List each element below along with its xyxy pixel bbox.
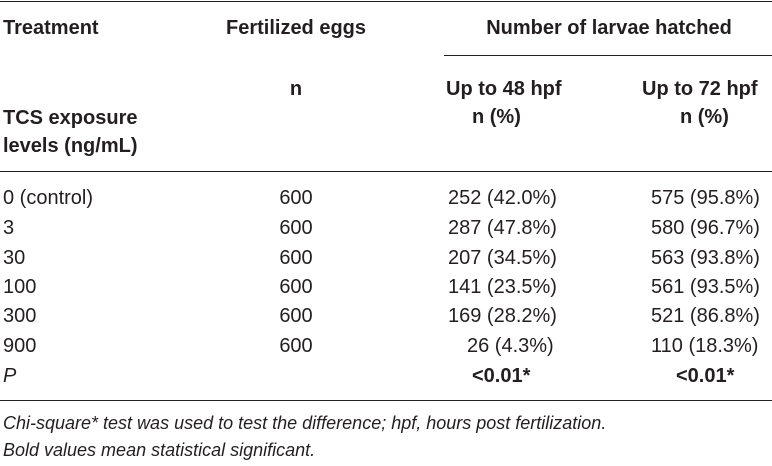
cell-level: 3 bbox=[3, 217, 15, 239]
cell-hatched-48: 169 (28.2%) bbox=[448, 305, 557, 327]
cell-level: 300 bbox=[3, 305, 37, 327]
cell-eggs: 600 bbox=[279, 335, 313, 357]
cell-hatched-72: 563 (93.8%) bbox=[651, 247, 760, 269]
cell-eggs: 600 bbox=[279, 247, 313, 269]
header-fertilized-eggs: Fertilized eggs bbox=[225, 17, 367, 39]
cell-level: 30 bbox=[3, 247, 26, 269]
header-n: n bbox=[289, 78, 303, 100]
footnote-chi-square: Chi-square* test was used to test the di… bbox=[3, 413, 607, 433]
header-exposure-line1: TCS exposure bbox=[3, 107, 138, 129]
cell-hatched-48: 141 (23.5%) bbox=[448, 276, 557, 298]
cell-p-72: <0.01* bbox=[676, 365, 735, 387]
cell-level: 100 bbox=[3, 276, 37, 298]
cell-level: 0 (control) bbox=[3, 187, 94, 209]
cell-hatched-48: 287 (47.8%) bbox=[448, 217, 557, 239]
cell-hatched-48: 26 (4.3%) bbox=[467, 335, 554, 357]
header-n-pct-72: n (%) bbox=[680, 106, 729, 128]
cell-hatched-72: 575 (95.8%) bbox=[651, 187, 760, 209]
cell-hatched-72: 521 (86.8%) bbox=[651, 305, 760, 327]
header-larvae-hatched: Number of larvae hatched bbox=[486, 17, 732, 39]
cell-eggs: 600 bbox=[279, 187, 313, 209]
cell-hatched-72: 110 (18.3%) bbox=[651, 335, 759, 357]
top-rule bbox=[0, 1, 772, 2]
group-rule bbox=[444, 55, 772, 56]
header-rule bbox=[0, 171, 772, 172]
cell-p-48: <0.01* bbox=[472, 365, 531, 387]
cell-eggs: 600 bbox=[279, 305, 313, 327]
footnote-bold-values: Bold values mean statistical significant… bbox=[3, 440, 316, 460]
cell-hatched-72: 561 (93.5%) bbox=[651, 276, 760, 298]
header-n-pct-48: n (%) bbox=[472, 106, 521, 128]
cell-level: 900 bbox=[3, 335, 37, 357]
bottom-rule bbox=[0, 400, 772, 401]
cell-p-label: P bbox=[3, 365, 17, 387]
cell-eggs: 600 bbox=[279, 217, 313, 239]
cell-hatched-72: 580 (96.7%) bbox=[651, 217, 760, 239]
header-exposure-line2: levels (ng/mL) bbox=[3, 135, 138, 157]
header-up-to-48: Up to 48 hpf bbox=[446, 78, 562, 100]
header-treatment: Treatment bbox=[3, 17, 99, 39]
cell-hatched-48: 207 (34.5%) bbox=[448, 247, 557, 269]
cell-eggs: 600 bbox=[279, 276, 313, 298]
cell-hatched-48: 252 (42.0%) bbox=[448, 187, 557, 209]
header-up-to-72: Up to 72 hpf bbox=[642, 78, 758, 100]
